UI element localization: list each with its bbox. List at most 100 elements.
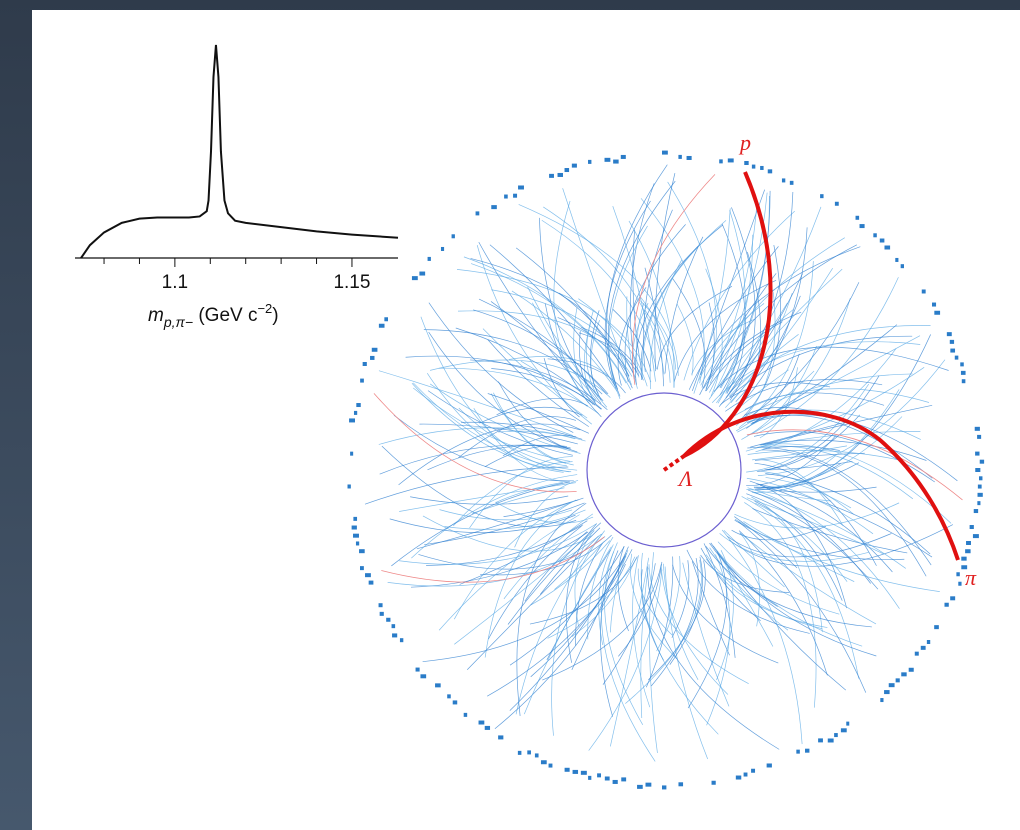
track: [645, 268, 664, 386]
x-tick-label: 1.1: [162, 272, 188, 293]
hit: [955, 356, 959, 360]
track: [519, 204, 679, 375]
hit: [518, 185, 524, 189]
hit: [974, 509, 978, 513]
hit: [464, 713, 467, 717]
track: [365, 467, 568, 504]
track: [510, 553, 627, 710]
x-axis-label-part: m: [148, 305, 164, 326]
hit: [950, 596, 955, 600]
hit: [363, 362, 367, 366]
track: [483, 329, 587, 418]
hit: [428, 257, 431, 261]
track: [540, 528, 600, 595]
hit: [752, 165, 755, 169]
hit: [476, 211, 480, 215]
track: [758, 471, 853, 514]
hit: [372, 348, 378, 352]
hit: [978, 485, 982, 489]
hit: [384, 317, 388, 321]
hit: [392, 624, 396, 628]
track: [735, 519, 940, 591]
hit: [965, 549, 970, 553]
hit: [588, 160, 591, 164]
hit: [621, 777, 626, 781]
track: [563, 188, 632, 385]
track: [668, 182, 717, 389]
hit: [790, 181, 794, 185]
hit: [453, 700, 457, 704]
hit: [950, 340, 954, 344]
track: [751, 325, 897, 426]
hit: [760, 166, 763, 170]
track: [485, 500, 576, 658]
hit: [565, 768, 570, 772]
hit: [479, 721, 485, 725]
hit: [934, 311, 940, 315]
hit: [934, 625, 939, 629]
track: [410, 496, 568, 504]
hit: [932, 303, 936, 307]
hit: [491, 205, 497, 209]
hit: [961, 557, 966, 561]
hit: [637, 785, 643, 789]
hit: [447, 694, 451, 698]
track: [729, 525, 953, 567]
track: [706, 555, 822, 629]
hit: [895, 258, 898, 262]
hit: [768, 169, 772, 173]
hit: [400, 638, 403, 642]
hit: [880, 698, 883, 702]
track: [454, 531, 594, 644]
track: [677, 304, 693, 375]
hit: [504, 195, 508, 199]
hit: [513, 194, 517, 198]
hit: [960, 362, 964, 366]
hit: [352, 526, 357, 530]
hit: [360, 566, 364, 570]
hit: [975, 427, 980, 431]
hit: [782, 178, 785, 182]
hit: [416, 668, 420, 672]
hit: [356, 541, 359, 545]
lambda-label: Λ: [677, 466, 693, 491]
hit: [662, 785, 666, 789]
x-axis-label-part: p,π−: [163, 314, 193, 330]
hit: [834, 733, 838, 737]
hit: [977, 435, 981, 439]
hit: [349, 418, 355, 422]
track: [477, 245, 592, 424]
hit: [678, 155, 681, 159]
track: [495, 564, 626, 729]
hit: [392, 633, 397, 637]
pion-label: π: [965, 565, 977, 590]
track: [589, 570, 662, 751]
hit: [356, 403, 360, 407]
hit: [359, 549, 365, 553]
track: [527, 287, 606, 408]
hit: [975, 468, 980, 472]
hit: [360, 379, 364, 383]
track: [665, 237, 703, 374]
track: [488, 526, 581, 639]
track: [739, 261, 813, 428]
x-axis-label-part: (GeV c: [193, 305, 257, 326]
track: [663, 564, 698, 680]
track: [471, 264, 626, 384]
track: [752, 509, 907, 553]
hit: [353, 534, 359, 538]
track: [746, 384, 869, 472]
hit: [973, 534, 979, 538]
hit: [558, 173, 563, 177]
track: [758, 360, 945, 476]
hit: [597, 773, 601, 777]
figure: p π Λ 1.11.15mp,π− (GeV c−2): [0, 0, 1020, 830]
hit: [380, 612, 384, 616]
hit: [922, 289, 926, 293]
hit: [751, 769, 755, 773]
hit: [420, 674, 426, 678]
track: [717, 551, 773, 646]
hit: [909, 668, 914, 672]
hit: [884, 246, 890, 250]
hit: [565, 168, 570, 172]
